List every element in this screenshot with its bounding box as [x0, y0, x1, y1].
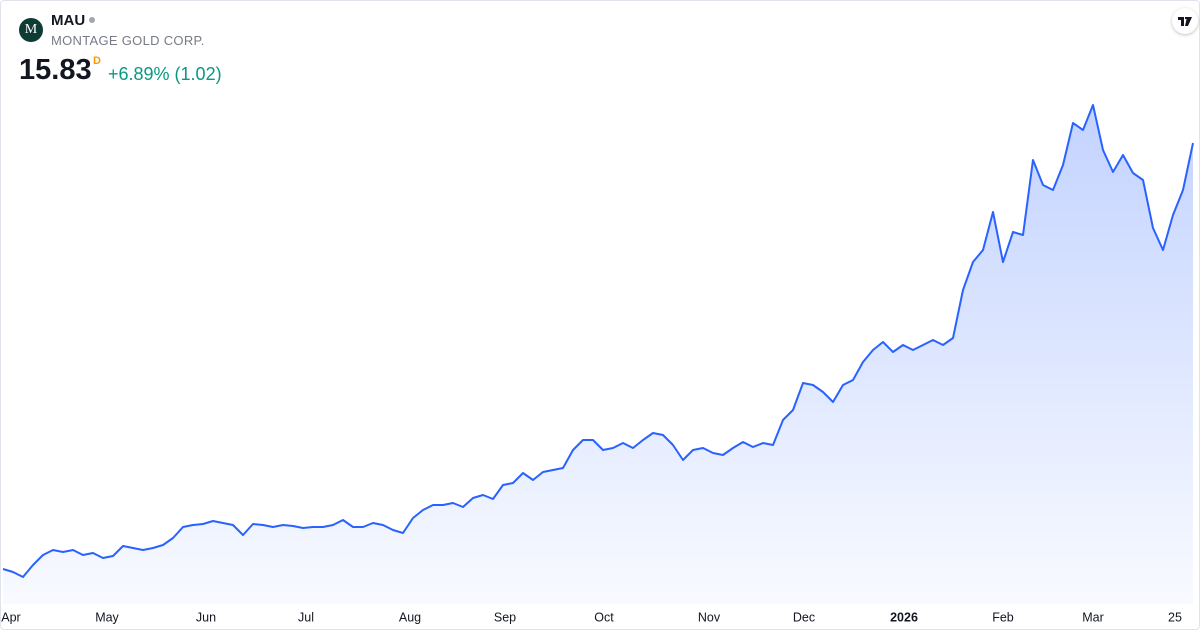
- x-tick-label: Oct: [594, 610, 614, 624]
- x-tick-label: Mar: [1082, 610, 1104, 624]
- company-name: MONTAGE GOLD CORP.: [51, 33, 205, 48]
- x-tick-label: Nov: [698, 610, 721, 624]
- price-type: D: [93, 55, 101, 67]
- logo: M: [19, 18, 43, 42]
- x-tick-label: Apr: [1, 610, 20, 624]
- x-tick-label: Jul: [298, 610, 314, 624]
- area-fill: [3, 105, 1193, 604]
- price-line: [2, 104, 1194, 578]
- x-tick-label: 2026: [890, 610, 918, 624]
- symbol[interactable]: MAU: [51, 12, 86, 29]
- price-change: +6.89% (1.02): [108, 64, 222, 84]
- x-tick-label: 25: [1168, 610, 1182, 624]
- tradingview-logo[interactable]: [1172, 8, 1198, 34]
- x-tick-label: Aug: [399, 610, 421, 624]
- x-tick-label: May: [95, 610, 119, 624]
- x-tick-label: Dec: [793, 610, 815, 624]
- price: 15.83: [19, 54, 92, 86]
- status-dot: [89, 17, 95, 23]
- x-tick-label: Jun: [196, 610, 216, 624]
- x-tick-label: Sep: [494, 610, 516, 624]
- tv-icon: [1178, 17, 1192, 26]
- x-tick-label: Feb: [992, 610, 1014, 624]
